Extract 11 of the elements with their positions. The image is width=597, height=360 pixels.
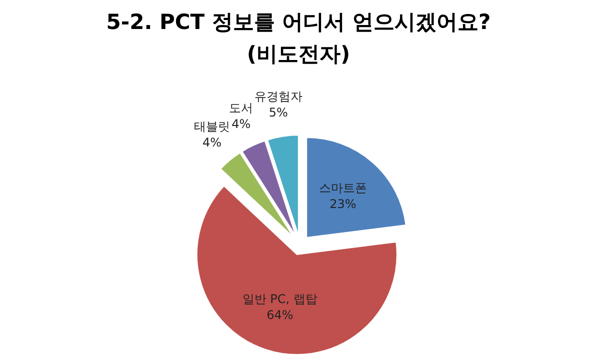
chart-title: 5-2. PCT 정보를 어디서 얻으시겠어요? (비도전자) <box>105 9 492 68</box>
slice-label: 스마트폰 <box>319 181 367 196</box>
slice-label: 도서 <box>229 101 254 116</box>
data-label: 5% <box>268 106 288 120</box>
data-label: 4% <box>202 136 222 150</box>
slice-label: 유경험자 <box>254 90 302 104</box>
data-label: 23% <box>330 197 356 212</box>
data-label: 4% <box>232 117 251 132</box>
slice-label: 태블릿 <box>194 120 230 134</box>
data-label: 64% <box>266 308 294 322</box>
slice-label: 일반 PC, 랩탑 <box>242 292 318 306</box>
